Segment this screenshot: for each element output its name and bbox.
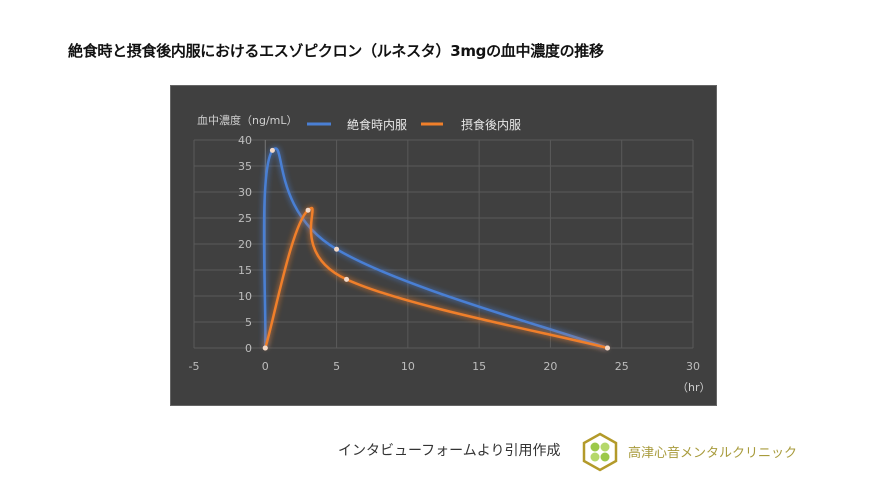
y-tick-label: 5	[245, 316, 252, 329]
data-point	[305, 207, 311, 213]
x-tick-label: 5	[333, 360, 340, 373]
x-tick-label: 20	[543, 360, 557, 373]
page-title: 絶食時と摂食後内服におけるエスゾピクロン（ルネスタ）3mgの血中濃度の推移	[68, 42, 604, 60]
y-tick-label: 30	[238, 186, 252, 199]
series-line-1	[264, 206, 608, 350]
y-tick-label: 35	[238, 160, 252, 173]
source-note: インタビューフォームより引用作成	[338, 443, 561, 459]
legend-label-fed: 摂食後内服	[461, 117, 521, 132]
y-tick-label: 20	[238, 238, 252, 251]
y-tick-label: 25	[238, 212, 252, 225]
chart-svg: 0 5 10 15 20 25 30 35 40 -5 0 5 10 15 20 25 30 血中濃度（ng/m…	[189, 113, 711, 394]
chart: 0 5 10 15 20 25 30 35 40 -5 0 5 10 15 20 25 30 血中濃度（ng/m…	[170, 85, 717, 406]
y-tick-label: 10	[238, 290, 252, 303]
y-tick-label: 40	[238, 134, 252, 147]
x-tick-label: 15	[472, 360, 486, 373]
legend: 絶食時内服 摂食後内服	[307, 117, 521, 132]
x-tick-label: 25	[615, 360, 629, 373]
data-point	[604, 345, 610, 351]
x-tick-label: 0	[262, 360, 269, 373]
y-axis-label: 血中濃度（ng/mL）	[197, 113, 298, 127]
legend-label-fasting: 絶食時内服	[347, 117, 407, 132]
data-point	[269, 147, 275, 153]
y-tick-label: 0	[245, 342, 252, 355]
data-point	[344, 276, 350, 282]
x-tick-label: -5	[189, 360, 200, 373]
x-tick-label: 30	[686, 360, 700, 373]
series-line-0	[262, 147, 608, 350]
x-axis-label: （hr）	[677, 381, 711, 394]
y-tick-label: 15	[238, 264, 252, 277]
clinic-name: 高津心音メンタルクリニック	[628, 446, 798, 461]
data-point	[262, 345, 268, 351]
data-point	[334, 246, 340, 252]
x-tick-label: 10	[401, 360, 415, 373]
